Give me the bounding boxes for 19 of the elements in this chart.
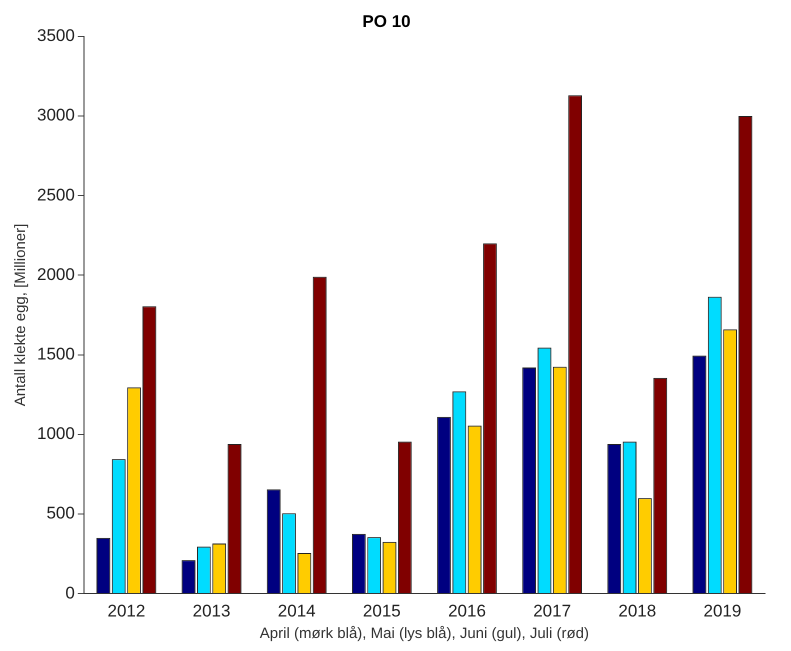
y-tick-label: 3000 bbox=[36, 106, 75, 125]
y-tick-label: 2500 bbox=[36, 185, 75, 204]
x-tick-label: 2015 bbox=[362, 601, 401, 620]
x-axis-title: April (mørk blå), Mai (lys blå), Juni (gul), Juli (rød) bbox=[260, 625, 590, 642]
y-tick-label: 2000 bbox=[36, 264, 75, 284]
x-tick-label: 2016 bbox=[448, 601, 486, 620]
y-tick-label: 1000 bbox=[36, 424, 75, 444]
x-tick-label: 2019 bbox=[704, 601, 742, 620]
x-tick-label: 2012 bbox=[107, 601, 146, 620]
x-tick-label: 2017 bbox=[533, 601, 572, 620]
y-tick-label: 500 bbox=[46, 504, 75, 523]
x-tick-label: 2018 bbox=[618, 601, 656, 620]
x-tick-label: 2014 bbox=[278, 601, 316, 620]
y-axis-title: Antall klekte egg, [Millioner] bbox=[12, 224, 30, 406]
y-tick-label: 1500 bbox=[36, 344, 75, 364]
chart-title: PO 10 bbox=[362, 12, 411, 31]
y-tick-label: 3500 bbox=[36, 26, 75, 46]
x-tick-label: 2013 bbox=[192, 601, 230, 620]
y-tick-label: 0 bbox=[65, 583, 75, 602]
